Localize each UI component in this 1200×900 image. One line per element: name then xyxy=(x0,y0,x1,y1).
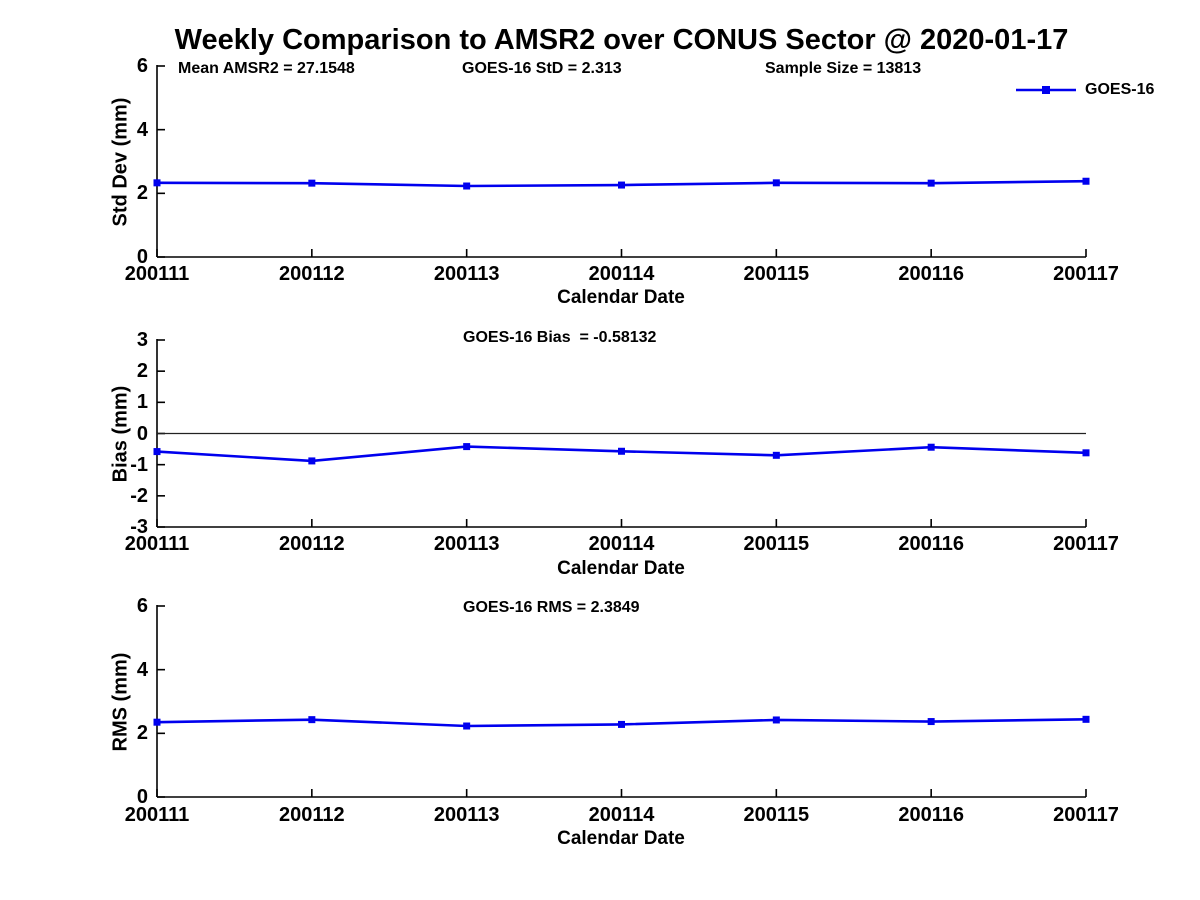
y-tick-label: -1 xyxy=(130,453,148,476)
y-tick-label: 4 xyxy=(136,118,148,141)
y-tick-label: 1 xyxy=(136,391,148,414)
y-tick-label: -3 xyxy=(130,516,148,538)
x-tick-label: 200117 xyxy=(1053,804,1119,826)
y-tick-label: 0 xyxy=(136,786,148,808)
data-point-marker xyxy=(1082,177,1090,185)
y-tick-label: 4 xyxy=(136,658,148,681)
x-tick-label: 200112 xyxy=(279,804,345,826)
x-tick-label: 200113 xyxy=(433,533,500,555)
legend-line-sample xyxy=(1016,86,1076,94)
x-tick-label: 200112 xyxy=(279,533,345,555)
data-point-marker xyxy=(308,716,316,724)
data-point-marker xyxy=(772,716,780,724)
x-tick-label: 200114 xyxy=(588,804,655,826)
figure-title: Weekly Comparison to AMSR2 over CONUS Se… xyxy=(174,24,1069,56)
data-point-marker xyxy=(927,443,935,451)
x-tick-label: 200117 xyxy=(1053,263,1119,285)
data-point-marker xyxy=(772,451,780,459)
x-tick-label: 200111 xyxy=(124,804,190,826)
y-tick-label: -2 xyxy=(130,484,148,507)
y-axis-label-stddev: Std Dev (mm) xyxy=(109,97,132,227)
x-tick-label: 200115 xyxy=(743,263,810,285)
data-point-marker xyxy=(153,448,161,456)
subplot-std-dev xyxy=(153,65,1090,258)
y-tick-label: 6 xyxy=(136,595,148,617)
data-point-marker xyxy=(618,181,625,189)
data-point-marker xyxy=(153,718,161,726)
data-point-marker xyxy=(308,457,316,465)
x-tick-label: 200116 xyxy=(898,804,964,826)
x-tick-label: 200113 xyxy=(433,804,500,826)
data-point-marker xyxy=(463,722,471,730)
y-tick-label: 2 xyxy=(136,182,148,205)
y-tick-label: 0 xyxy=(136,246,148,268)
data-point-marker xyxy=(1082,449,1090,457)
data-point-marker xyxy=(927,718,935,726)
x-tick-label: 200113 xyxy=(433,263,500,285)
data-point-marker xyxy=(618,720,625,728)
annotation-goes16-rms: GOES-16 RMS = 2.3849 xyxy=(463,599,640,616)
y-tick-label: 3 xyxy=(136,329,148,351)
annotation-sample-size: Sample Size = 13813 xyxy=(765,60,922,77)
data-point-marker xyxy=(927,179,935,187)
x-tick-label: 200117 xyxy=(1053,533,1119,555)
y-tick-label: 2 xyxy=(136,360,148,383)
x-tick-label: 200115 xyxy=(743,533,810,555)
y-axis-label-rms: RMS (mm) xyxy=(109,652,132,752)
subplot-bias xyxy=(153,339,1090,528)
x-tick-label: 200114 xyxy=(588,263,655,285)
annotation-goes16-bias: GOES-16 Bias = -0.58132 xyxy=(463,329,657,346)
data-point-marker xyxy=(772,179,780,187)
y-tick-label: 0 xyxy=(136,422,148,445)
y-axis-label-bias: Bias (mm) xyxy=(109,385,132,483)
y-tick-label: 2 xyxy=(136,722,148,745)
data-point-marker xyxy=(618,447,625,455)
x-tick-label: 200114 xyxy=(588,533,655,555)
y-tick-label: 6 xyxy=(136,55,148,77)
x-tick-label: 200112 xyxy=(279,263,345,285)
data-point-marker xyxy=(463,443,471,451)
x-tick-label: 200115 xyxy=(743,804,810,826)
data-point-marker xyxy=(463,182,471,190)
data-point-marker xyxy=(153,179,161,187)
legend-marker-icon xyxy=(1042,86,1050,94)
x-axis-label-rms: Calendar Date xyxy=(557,828,685,849)
legend: GOES-16 xyxy=(1014,81,1154,99)
annotation-mean-amsr2: Mean AMSR2 = 27.1548 xyxy=(178,60,355,77)
annotation-goes16-std: GOES-16 StD = 2.313 xyxy=(462,60,622,77)
data-point-marker xyxy=(308,179,316,187)
x-axis-label-stddev: Calendar Date xyxy=(557,287,685,308)
data-point-marker xyxy=(1082,715,1090,723)
x-tick-label: 200116 xyxy=(898,263,964,285)
x-tick-label: 200111 xyxy=(124,533,190,555)
subplot-rms xyxy=(153,605,1090,798)
x-axis-label-bias: Calendar Date xyxy=(557,558,685,579)
legend-label: GOES-16 xyxy=(1085,81,1155,98)
x-tick-label: 200111 xyxy=(124,263,190,285)
x-tick-label: 200116 xyxy=(898,533,964,555)
